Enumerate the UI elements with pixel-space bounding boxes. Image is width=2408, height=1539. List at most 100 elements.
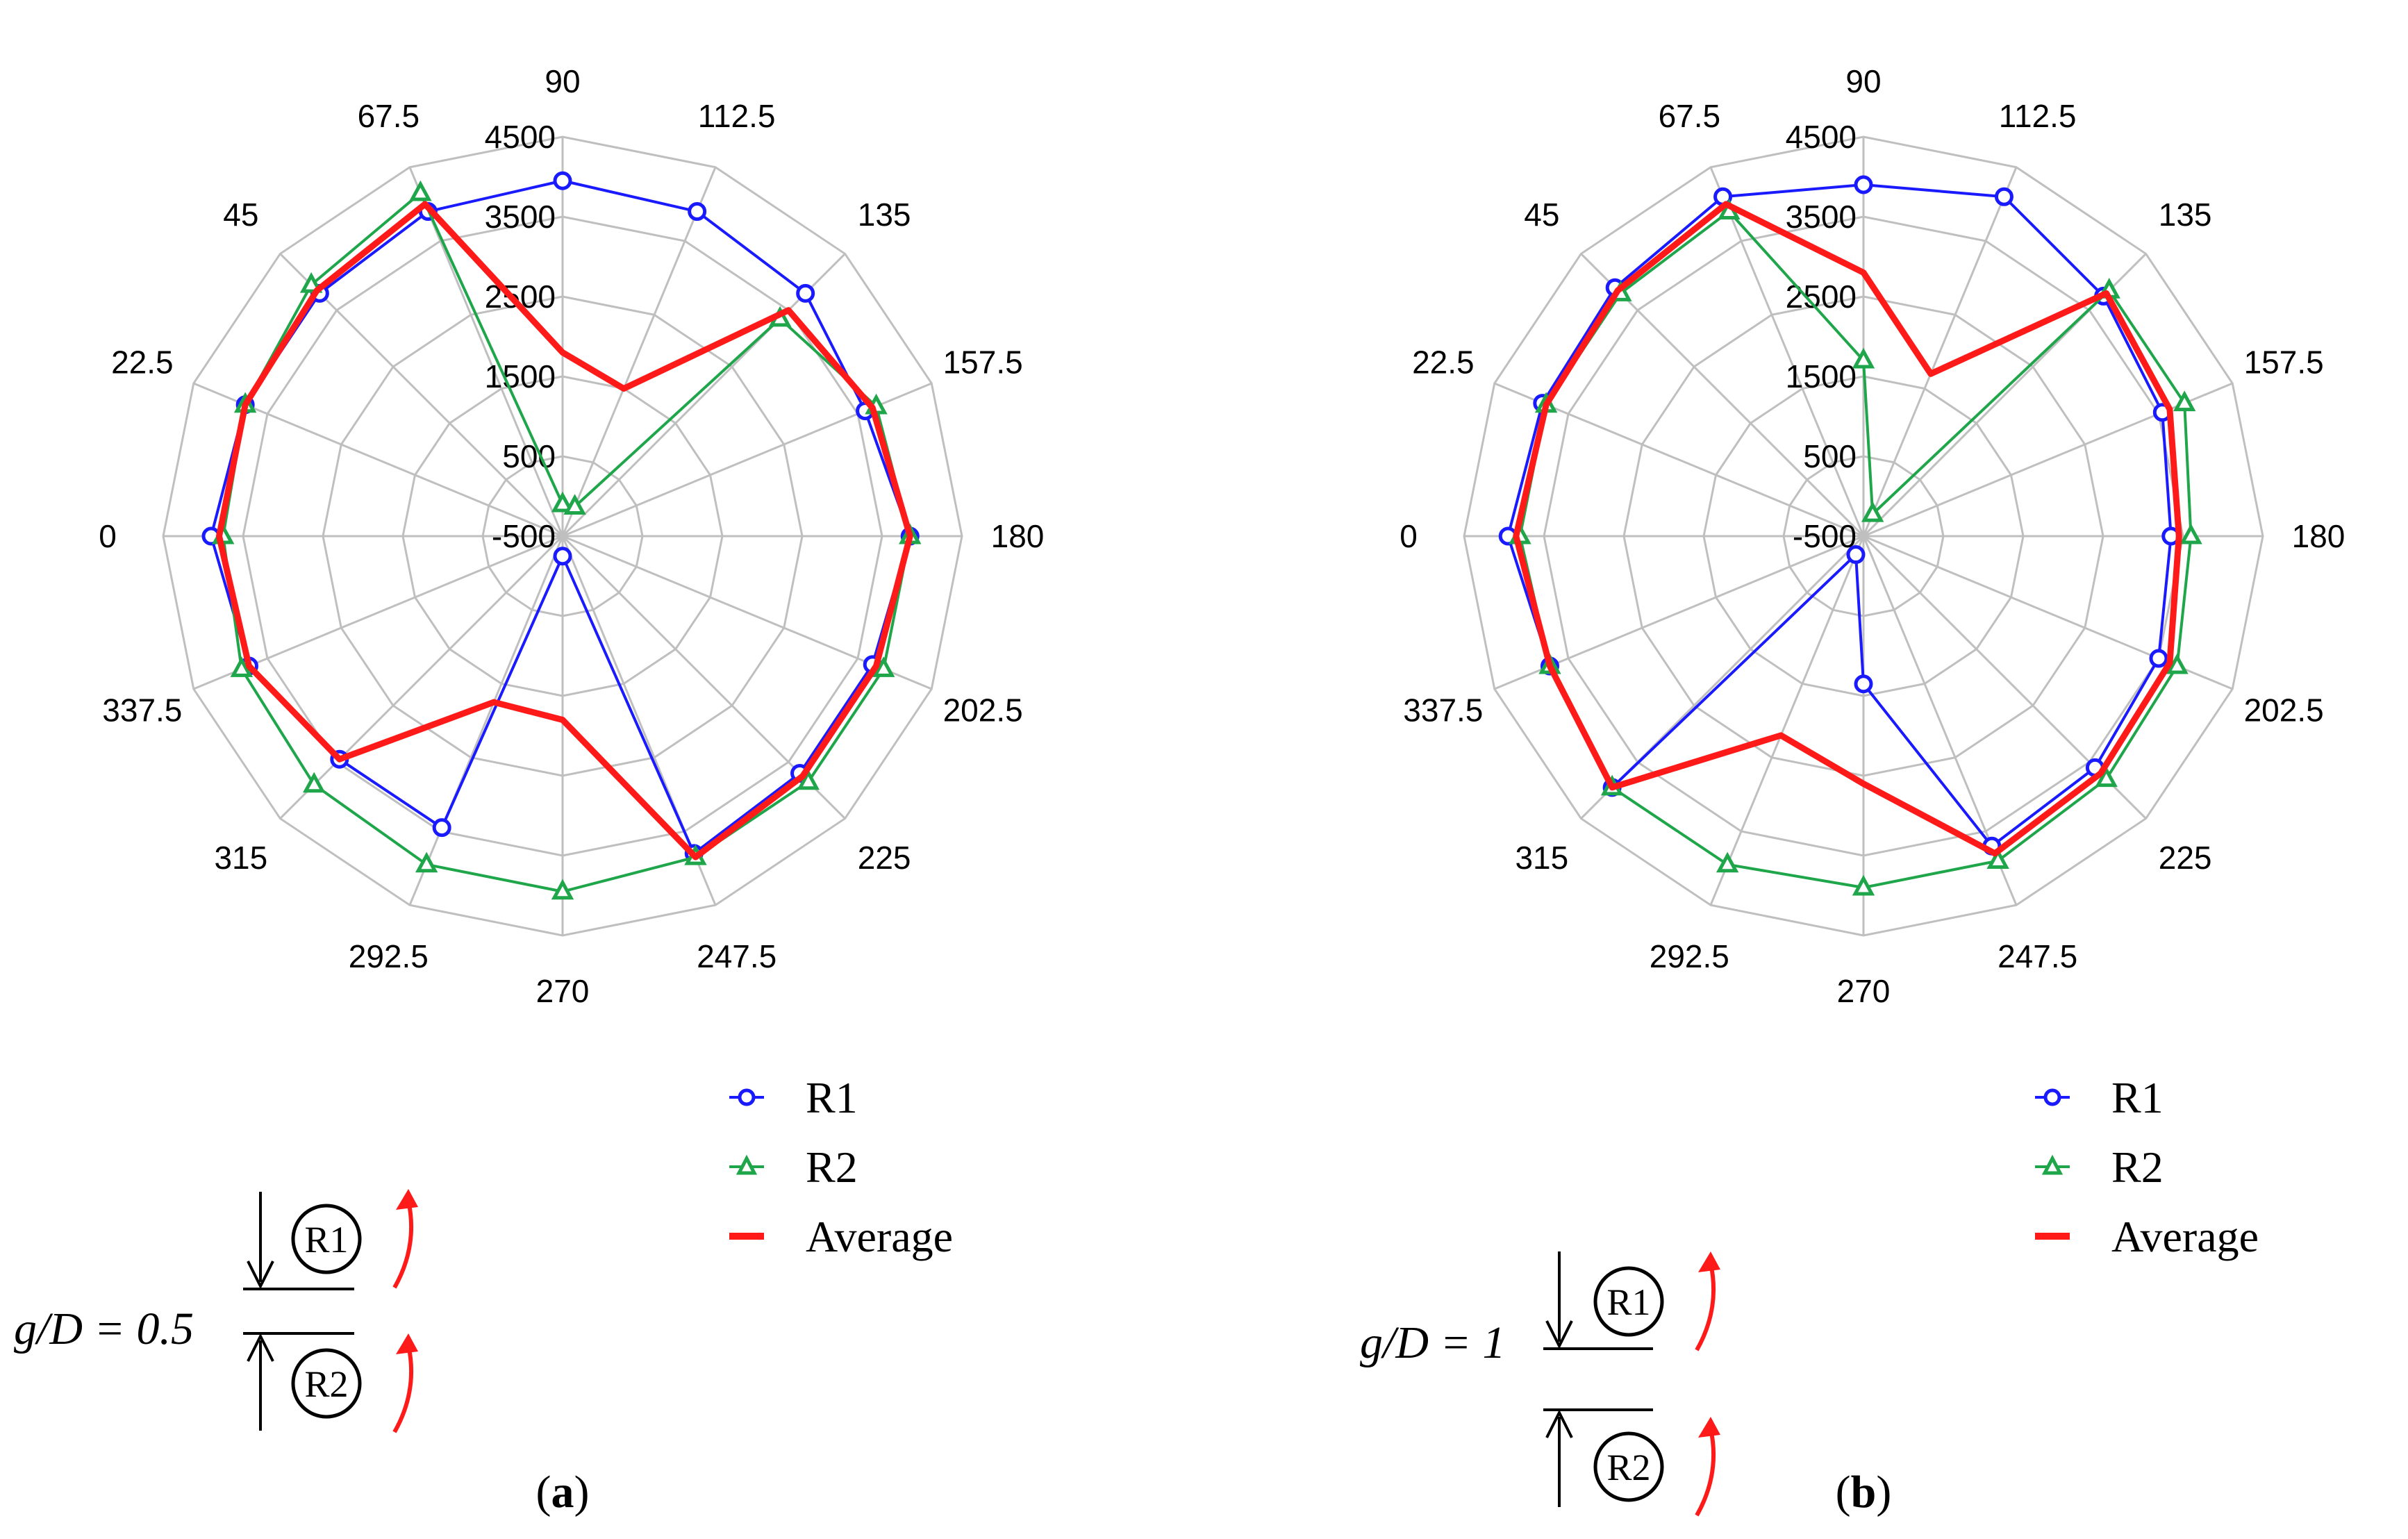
point-r2-337.5 — [230, 656, 254, 677]
angle-label-45: 45 — [223, 197, 258, 233]
radar-panel-b: -500 500 1500 2500 3500 4500 0 22.5 45 67.5 90 112.… — [1360, 63, 2345, 1517]
point-r2-202.5 — [872, 656, 895, 677]
cylinder-r1 — [1593, 1266, 1664, 1337]
spoke-67.5 — [1709, 167, 1865, 537]
radar-panel-a: -5005001500250035004500022.54567.590112.… — [14, 63, 1044, 1517]
point-r2-225 — [2095, 766, 2118, 788]
angle-label-112.5: 112.5 — [1999, 98, 2077, 134]
angle-label-247.5: 247.5 — [1998, 938, 2077, 974]
spoke-22.5 — [193, 382, 563, 538]
rotation-arrow-r2 — [1695, 1428, 1716, 1517]
spoke-112.5 — [1862, 167, 2018, 537]
angle-label-247.5: 247.5 — [697, 938, 777, 974]
series-line-average — [216, 201, 913, 860]
cylinder-label-r2: R2 — [1606, 1447, 1650, 1488]
spoke-135 — [561, 253, 846, 538]
cylinder-r2 — [1593, 1431, 1664, 1502]
grid — [1463, 135, 2264, 937]
angle-label-22.5: 22.5 — [111, 344, 174, 380]
gap-ratio-label: g/D = 0.5 — [14, 1304, 194, 1354]
grid — [162, 135, 963, 937]
angle-label-157.5: 157.5 — [2244, 344, 2324, 380]
legend-label-r1: R1 — [806, 1073, 858, 1122]
point-r1-135 — [796, 283, 815, 303]
point-r1-112.5 — [688, 202, 707, 222]
angle-label-180: 180 — [2292, 518, 2345, 554]
angle-label-45: 45 — [1524, 197, 1559, 233]
cylinder-label-r1: R1 — [304, 1219, 348, 1261]
point-r1-270 — [1854, 674, 1873, 694]
cylinder-label-r2: R2 — [304, 1363, 348, 1405]
point-r2-292.5 — [415, 851, 438, 873]
rotation-arrowhead-r2 — [396, 1333, 418, 1354]
legend-marker-r1 — [2043, 1088, 2061, 1106]
point-r2-112.5 — [1861, 501, 1884, 522]
spoke-112.5 — [561, 167, 717, 537]
radial-tick-label: 4500 — [1786, 119, 1857, 155]
legend-label-r2: R2 — [806, 1142, 858, 1192]
legend: R1 R2 Average — [2035, 1073, 2259, 1261]
angle-label-90: 90 — [545, 63, 580, 99]
angle-label-337.5: 337.5 — [1403, 692, 1483, 729]
point-r2-270 — [551, 879, 574, 900]
rotation-arrowhead-r2 — [1698, 1417, 1720, 1438]
angle-label-225: 225 — [858, 840, 911, 876]
legend-marker-r2 — [2041, 1154, 2064, 1175]
rotation-arrow-r1 — [1695, 1263, 1716, 1351]
angle-label-180: 180 — [991, 518, 1045, 554]
point-r1-90 — [553, 171, 572, 190]
rotation-arrow-r1 — [392, 1200, 413, 1289]
angle-label-270: 270 — [536, 973, 590, 1009]
point-r2-315 — [302, 772, 326, 793]
legend-label-average: Average — [2111, 1212, 2259, 1261]
radial-tick-label: 1500 — [1786, 358, 1857, 394]
point-r1-202.5 — [2149, 649, 2168, 668]
gap-ratio-schematic: g/D = 0.5 R1 R2 — [14, 1189, 418, 1433]
series-line-average — [1513, 201, 2182, 857]
point-r1-292.5 — [1846, 545, 1866, 565]
point-r1-270 — [553, 547, 572, 566]
point-r2-157.5 — [2173, 390, 2196, 412]
gap-arrowhead-up — [1545, 1409, 1573, 1438]
angle-label-157.5: 157.5 — [943, 344, 1023, 380]
angle-label-135: 135 — [2159, 197, 2212, 233]
panel-caption: (b) — [1836, 1467, 1892, 1517]
angle-label-315: 315 — [214, 840, 267, 876]
angle-label-0: 0 — [99, 518, 117, 554]
angle-label-225: 225 — [2159, 840, 2212, 876]
rotation-arrowhead-r1 — [396, 1189, 418, 1210]
legend-label-r2: R2 — [2111, 1142, 2164, 1192]
angle-label-292.5: 292.5 — [349, 938, 429, 974]
spoke-292.5 — [408, 535, 564, 906]
radial-tick-label: 2500 — [1786, 278, 1857, 315]
radial-tick-label: -500 — [492, 518, 556, 554]
legend-marker-r2 — [736, 1154, 758, 1175]
point-r2-112.5 — [563, 494, 586, 515]
angle-label-270: 270 — [1837, 973, 1891, 1009]
angle-label-90: 90 — [1845, 63, 1881, 99]
angle-label-202.5: 202.5 — [943, 692, 1023, 729]
point-r2-90 — [1852, 347, 1875, 369]
angle-label-22.5: 22.5 — [1412, 344, 1475, 380]
angle-label-315: 315 — [1515, 840, 1568, 876]
radial-tick-label: -500 — [1793, 518, 1857, 554]
spoke-315 — [279, 535, 564, 820]
point-r2-202.5 — [2166, 653, 2189, 674]
angle-label-202.5: 202.5 — [2244, 692, 2324, 729]
spoke-45 — [279, 253, 564, 538]
point-r2-90 — [551, 491, 574, 513]
point-r2-67.5 — [409, 180, 432, 201]
point-r1-292.5 — [432, 818, 451, 838]
gap-arrowhead-down — [247, 1261, 274, 1290]
gap-ratio-schematic: g/D = 1 R1 R2 — [1360, 1251, 1720, 1517]
point-r2-270 — [1852, 874, 1875, 896]
point-r2-292.5 — [1716, 851, 1739, 873]
rotation-arrow-r2 — [392, 1345, 413, 1433]
spoke-22.5 — [1494, 382, 1864, 538]
rotation-arrowhead-r1 — [1698, 1251, 1720, 1272]
point-r2-225 — [797, 769, 820, 790]
angle-label-112.5: 112.5 — [698, 98, 776, 134]
radial-tick-label: 3500 — [1786, 199, 1857, 235]
panel-caption: (a) — [536, 1467, 590, 1517]
